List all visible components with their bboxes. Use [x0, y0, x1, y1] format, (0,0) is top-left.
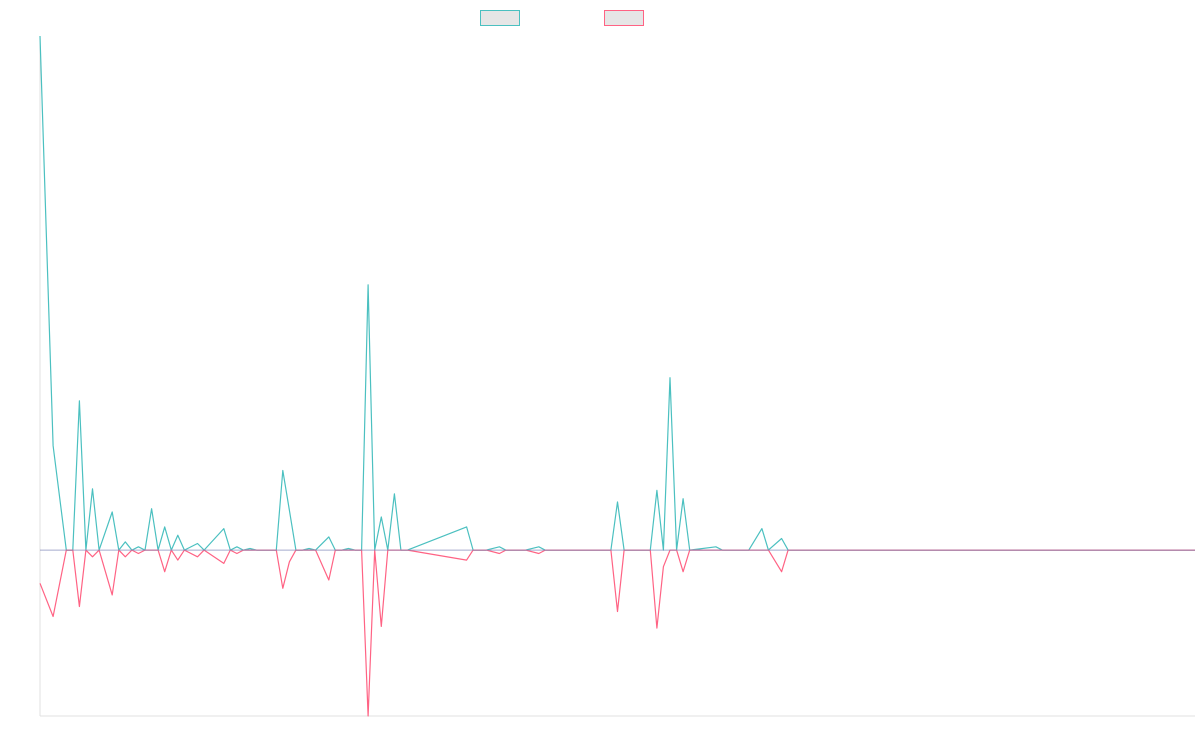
legend-series-1-swatch[interactable]	[480, 10, 520, 26]
legend-series-2-swatch[interactable]	[604, 10, 644, 26]
series-line-2	[39, 549, 1195, 717]
series-line-1	[39, 35, 1195, 551]
